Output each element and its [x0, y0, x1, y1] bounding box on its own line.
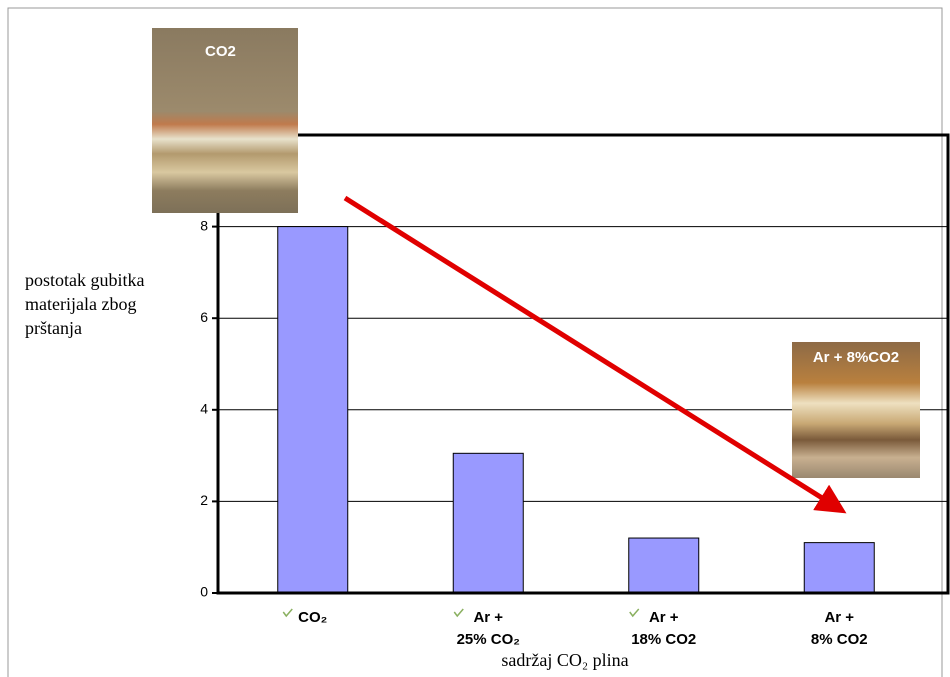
y-tick-label: 2: [200, 492, 208, 508]
photo: [152, 28, 298, 213]
frame: [7, 7, 943, 677]
y-axis-label-line: prštanja: [25, 318, 82, 338]
checkmark: [453, 608, 464, 618]
x-tick-label: 25% CO₂: [457, 631, 520, 648]
bar: [277, 226, 349, 594]
photo: [792, 342, 920, 478]
photo-label: CO2: [205, 43, 236, 60]
y-tick-label: 6: [200, 309, 208, 325]
y-tick-label: 4: [200, 401, 208, 417]
x-tick-label: CO₂: [298, 609, 327, 626]
x-tick-label: Ar +: [473, 609, 503, 626]
y-axis-label: postotak gubitka materijala zbog prštanja: [25, 270, 145, 338]
photo-label: Ar + 8%CO2: [813, 349, 899, 366]
x-tick-label: 18% CO2: [631, 631, 696, 648]
trend-arrow: [343, 195, 847, 514]
x-axis-label: sadržaj CO₂ plina: [501, 650, 628, 670]
x-tick-label: 8% CO2: [811, 631, 868, 648]
y-tick-label: 8: [200, 217, 208, 233]
x-tick-label: Ar +: [824, 609, 854, 626]
checkmark: [282, 608, 293, 618]
bar: [803, 542, 875, 594]
y-axis-label-line: materijala zbog: [25, 294, 136, 314]
checkmark: [629, 608, 640, 618]
bar: [452, 452, 524, 594]
y-axis-label-line: postotak gubitka: [25, 270, 145, 290]
y-tick-label: 0: [200, 584, 208, 600]
x-tick-label: Ar +: [649, 609, 679, 626]
bar: [628, 537, 700, 594]
